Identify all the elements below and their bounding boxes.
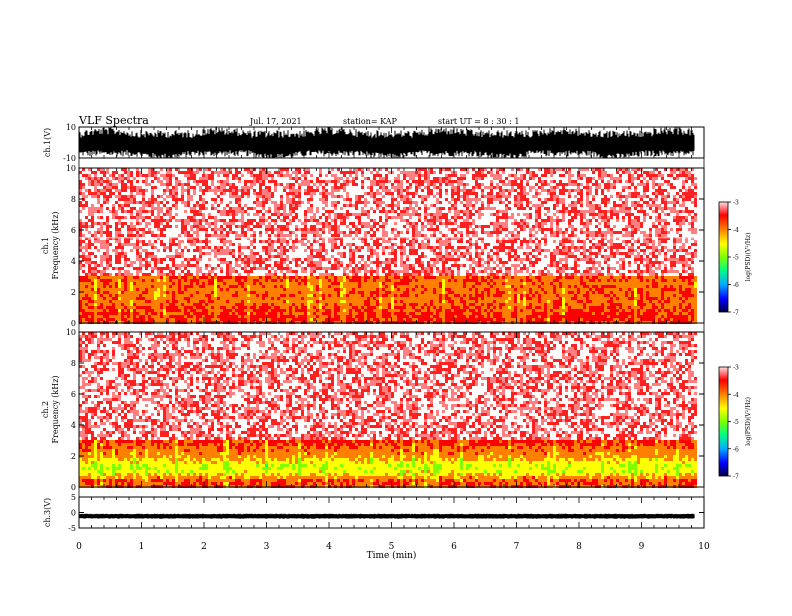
spectrogram-cells [79,332,697,488]
colorbar-scale [719,367,728,476]
figure-station: station= KAP [343,117,398,126]
y-tick-label: 0 [71,509,76,518]
y-tick-label: 10 [66,123,76,132]
colorbar-tick-label: -6 [733,446,739,453]
y-tick-label: 0 [71,319,76,328]
x-tick-label: 8 [576,542,582,552]
y-tick-label: 6 [71,226,76,235]
x-tick-label: 10 [698,542,710,552]
panel-ch1-spectrogram: 0 2 4 6 8 10 ch.1Frequency (kHz) [41,164,704,328]
colorbar-tick-label: -7 [733,474,739,481]
panel-separator [79,487,704,497]
figure-date: Jul. 17, 2021 [249,117,302,126]
x-tick-label: 2 [201,542,207,552]
y-tick-label: 5 [71,493,76,502]
y-tick-label: 10 [66,328,76,337]
panel-ch1-waveform: 10 -10 ch.1(V) [43,123,704,163]
y-tick-label: 10 [66,164,76,173]
colorbar-tick-label: -7 [733,310,739,317]
colorbars: -3 -4 -5 -6 -7 log(PSD)(V²/Hz) -3 -4 -5 -6 -7 log(P… [719,200,752,481]
colorbar-tick-label: -3 [733,365,739,372]
colorbar-label: log(PSD)(V²/Hz) [745,397,752,446]
y-tick-label: 8 [71,195,76,204]
figure-start-time: start UT = 8 : 30 : 1 [438,117,519,126]
y-tick-label: -5 [68,524,76,533]
y-tick-label: -10 [63,154,76,163]
colorbar-scale [719,202,728,312]
x-tick-label: 0 [76,542,82,552]
panel-separator [79,323,704,332]
x-axis-label: Time (min) [367,550,417,561]
colorbar-tick-label: -4 [733,227,739,234]
y-tick-label: 6 [71,390,76,399]
x-tick-label: 3 [264,542,270,552]
ch1-signal-trace [80,127,694,158]
x-tick-label: 6 [451,542,457,552]
y-axis-label: ch.1(V) [43,128,52,157]
x-tick-label: 4 [326,542,332,552]
y-tick-label: 0 [71,483,76,492]
y-axis-label: ch.1Frequency (kHz) [41,211,60,279]
y-tick-label: 8 [71,359,76,368]
colorbar-tick-label: -3 [733,200,739,207]
y-tick-label: 2 [71,452,76,461]
colorbar-tick-label: -5 [733,419,739,426]
y-tick-label: 4 [71,421,76,430]
y-axis-label: ch.2Frequency (kHz) [41,375,60,443]
x-tick-label: 7 [514,542,520,552]
x-tick-label: 1 [139,542,145,552]
y-tick-label: 2 [71,288,76,297]
figure-title: VLF Spectra [78,114,149,127]
colorbar-tick-label: -6 [733,282,739,289]
spectrogram-cells [79,168,697,324]
colorbar-label: log(PSD)(V²/Hz) [745,233,752,282]
ch3-signal-trace [80,514,694,519]
panel-ch3-waveform: 5 0 -5 ch.3(V) [43,493,704,533]
y-axis-label: ch.3(V) [43,498,52,527]
panel-separator [79,158,704,168]
x-tick-label: 9 [639,542,645,552]
y-tick-label: 4 [71,257,76,266]
panel-ch2-spectrogram: 0 2 4 6 8 10 ch.2Frequency (kHz) [41,328,704,492]
colorbar-tick-label: -4 [733,392,739,399]
colorbar-tick-label: -5 [733,255,739,262]
